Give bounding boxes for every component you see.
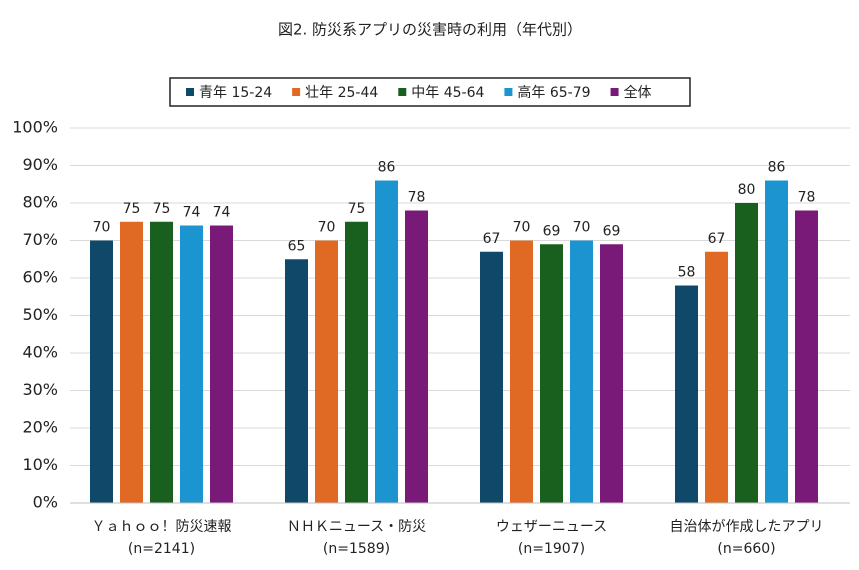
value-label: 69	[543, 223, 561, 239]
bar	[795, 210, 818, 503]
value-label: 86	[768, 160, 786, 176]
value-label: 74	[213, 205, 231, 221]
legend-label: 中年 45-64	[411, 85, 484, 101]
bar	[480, 251, 503, 503]
value-label: 67	[483, 231, 501, 247]
chart-title: 図2. 防災系アプリの災害時の利用（年代別）	[278, 21, 582, 39]
y-tick-label: 70%	[22, 230, 58, 249]
x-tick-label: ウェザーニュース	[496, 519, 607, 535]
legend-swatch	[398, 88, 407, 96]
value-label: 70	[513, 220, 531, 236]
value-label: 58	[678, 265, 696, 281]
bar	[570, 240, 593, 503]
bar	[90, 240, 113, 503]
bar	[765, 180, 788, 503]
bar	[540, 244, 563, 503]
value-label: 74	[183, 205, 201, 221]
value-label: 80	[738, 182, 756, 198]
value-label: 65	[288, 238, 306, 254]
legend-box	[169, 77, 691, 107]
legend-label: 高年 65-79	[517, 84, 590, 101]
bar	[510, 240, 533, 503]
x-tick-label: ＮＨＫニュース・防災	[287, 519, 426, 535]
bar	[735, 203, 758, 503]
bar	[120, 221, 143, 503]
y-tick-label: 100%	[12, 118, 58, 137]
y-tick-label: 60%	[22, 268, 58, 287]
x-tick-label: (n=2141)	[128, 541, 195, 557]
value-label: 78	[408, 190, 426, 206]
x-tick-label: (n=1589)	[323, 541, 390, 557]
bar	[375, 180, 398, 503]
x-tick-label: 自治体が作成したアプリ	[670, 519, 824, 535]
bar	[600, 244, 623, 503]
y-tick-label: 10%	[22, 455, 58, 474]
y-tick-label: 20%	[22, 418, 58, 437]
value-label: 86	[378, 160, 396, 176]
x-tick-label: Ｙａｈｏｏ！防災速報	[92, 519, 232, 535]
bar	[345, 221, 368, 503]
bar	[180, 225, 203, 503]
legend-swatch	[610, 88, 619, 96]
y-tick-label: 50%	[22, 305, 58, 324]
y-tick-label: 90%	[22, 155, 58, 174]
value-label: 70	[93, 220, 111, 236]
legend-swatch	[504, 88, 513, 96]
legend-swatch	[186, 88, 194, 96]
y-tick-label: 0%	[33, 493, 58, 512]
bar	[150, 221, 173, 503]
bar	[210, 225, 233, 503]
value-label: 70	[318, 220, 336, 236]
value-label: 69	[603, 223, 621, 239]
bar	[705, 251, 728, 503]
value-label: 78	[798, 190, 816, 206]
legend-label: 壮年 25-44	[305, 85, 378, 101]
value-label: 67	[708, 231, 726, 247]
legend-swatch	[292, 88, 301, 96]
x-tick-label: (n=660)	[717, 541, 775, 557]
bar	[285, 259, 308, 503]
value-label: 75	[123, 201, 141, 217]
legend-label: 青年 15-24	[199, 85, 272, 101]
value-label: 70	[573, 220, 591, 236]
bar	[675, 285, 698, 503]
bar	[405, 210, 428, 503]
bar	[315, 240, 338, 503]
y-tick-label: 30%	[22, 380, 58, 399]
y-tick-label: 40%	[22, 343, 58, 362]
value-label: 75	[153, 201, 171, 217]
value-label: 75	[348, 201, 366, 217]
x-tick-label: (n=1907)	[518, 541, 585, 557]
y-tick-label: 80%	[22, 193, 58, 212]
legend-label: 全体	[624, 84, 652, 101]
